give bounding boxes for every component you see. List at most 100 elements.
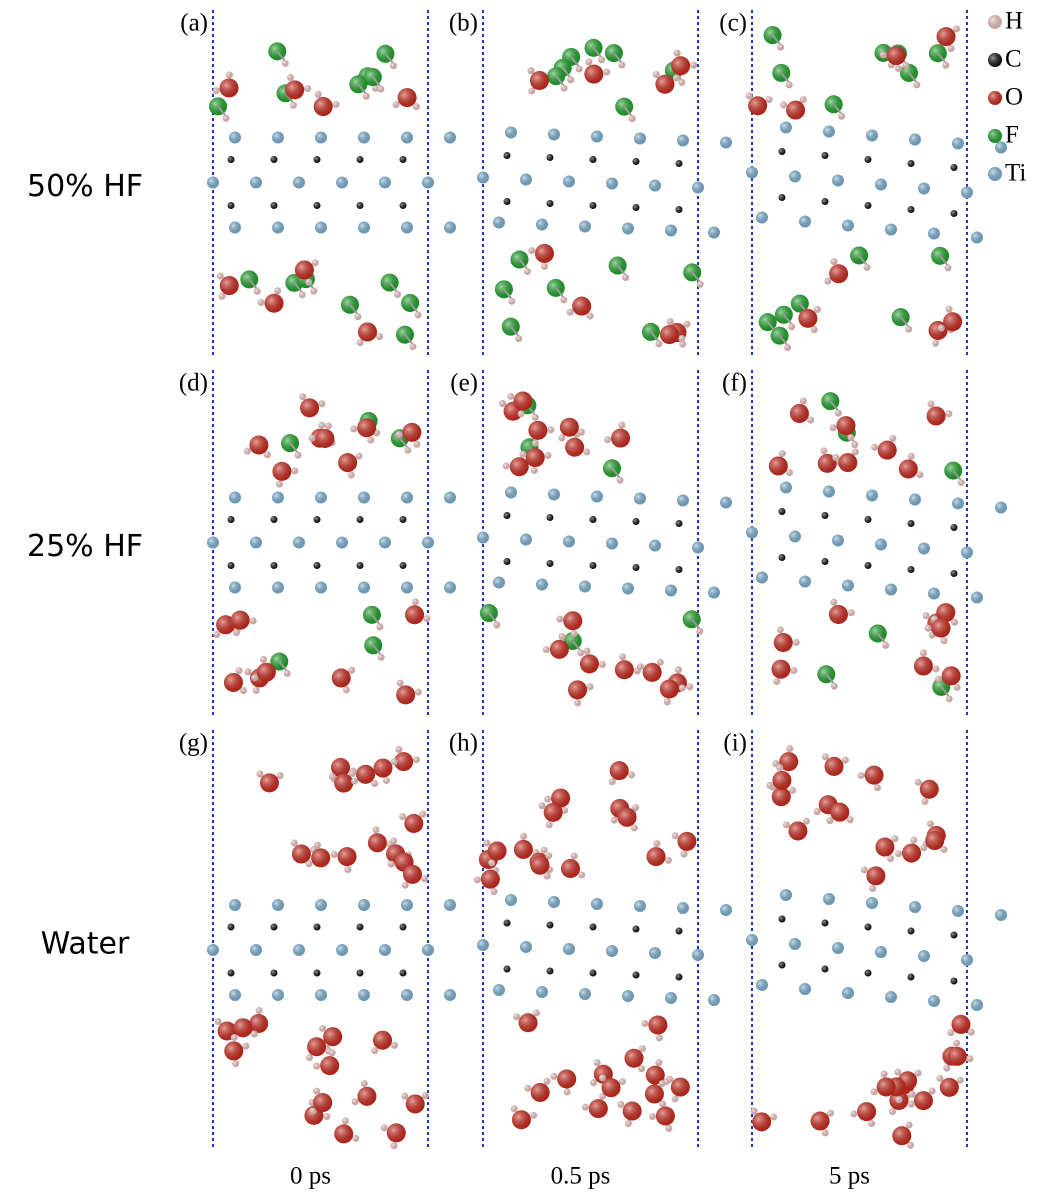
atom-shade — [865, 970, 872, 977]
atom-shade — [546, 821, 553, 828]
atom-shade — [401, 989, 413, 1001]
legend-label: C — [1005, 46, 1022, 73]
atom-shade — [789, 787, 796, 794]
atom-shade — [229, 582, 241, 594]
atom-shade — [229, 222, 241, 234]
atom-shade — [866, 490, 878, 502]
atom-shade — [305, 279, 312, 286]
atom-shade — [376, 333, 383, 340]
atom-shade — [315, 899, 327, 911]
atom-shade — [720, 497, 732, 509]
atom-shade — [823, 893, 835, 905]
atom-shade — [988, 167, 1002, 181]
atom-shade — [356, 765, 375, 784]
atom-shade — [505, 487, 517, 499]
atom-shade — [323, 1027, 342, 1046]
atom-shade — [868, 1120, 875, 1127]
atom-shade — [590, 1079, 597, 1086]
atom-shade — [488, 859, 495, 866]
atom-shade — [314, 97, 333, 116]
atom-shade — [547, 200, 554, 207]
atom-shade — [951, 978, 958, 985]
atom-shade — [676, 928, 683, 935]
atom-shade — [780, 482, 792, 494]
atom-shade — [560, 296, 567, 303]
atom-shade — [769, 456, 788, 475]
atom-shade — [598, 56, 605, 63]
atom-shade — [826, 817, 833, 824]
atom-shade — [334, 774, 353, 793]
atom-shade — [851, 441, 858, 448]
atom-shade — [968, 1029, 975, 1036]
atom-shade — [756, 979, 768, 991]
atom-shade — [271, 970, 278, 977]
atom-shade — [825, 757, 844, 776]
atom-shade — [574, 699, 581, 706]
legend-label: O — [1005, 84, 1023, 111]
atom-shade — [951, 619, 958, 626]
atom-shade — [387, 1123, 406, 1142]
atom-shade — [228, 924, 235, 931]
atom-shade — [925, 625, 932, 632]
atom-shade — [604, 436, 611, 443]
atom-shade — [307, 1037, 326, 1056]
atom-shade — [314, 202, 321, 209]
atom-shade — [681, 851, 688, 858]
atom-shade — [777, 44, 784, 51]
atom-shade — [272, 492, 284, 504]
atom-shade — [257, 663, 276, 682]
atom-shade — [400, 924, 407, 931]
atom-shade — [315, 492, 327, 504]
atom-shade — [830, 599, 837, 606]
atom-shade — [320, 1056, 339, 1075]
atom-shade — [499, 400, 506, 407]
atom-shade — [533, 1009, 540, 1016]
atom-shade — [871, 444, 878, 451]
atom-shade — [864, 264, 871, 271]
atom-shade — [584, 65, 603, 84]
atom-shade — [618, 422, 625, 429]
atom-shade — [894, 1069, 901, 1076]
atom-shade — [391, 1042, 398, 1049]
snapshot-panel: (g) — [179, 730, 456, 1150]
atom-shade — [314, 156, 321, 163]
atom-shade — [895, 850, 902, 857]
atom-shade — [664, 698, 671, 705]
atom-shade — [400, 156, 407, 163]
atom-shade — [299, 393, 306, 400]
atom-shade — [444, 989, 456, 1001]
atom-shade — [697, 281, 704, 288]
atom-shade — [561, 85, 568, 92]
atom-shade — [548, 896, 560, 908]
atom-shade — [618, 808, 637, 827]
atom-shade — [611, 817, 618, 824]
atom-shade — [314, 970, 321, 977]
atom-shade — [352, 1098, 359, 1105]
atom-shade — [918, 950, 930, 962]
atom-shade — [675, 666, 682, 673]
atom-shade — [928, 400, 935, 407]
atom-shade — [587, 683, 594, 690]
atom-shade — [946, 306, 953, 313]
atom-shade — [779, 508, 786, 515]
atom-shade — [413, 441, 420, 448]
atom-shade — [622, 990, 634, 1002]
page: 50% HF(a)(b)(c)25% HF(d)(e)(f)Water(g)(h… — [0, 0, 1037, 1199]
atom-shade — [357, 156, 364, 163]
atom-shade — [814, 808, 821, 815]
atom-shade — [908, 566, 915, 573]
atom-shade — [367, 437, 374, 444]
atom-shade — [583, 449, 590, 456]
atom-shade — [932, 619, 951, 638]
legend-label: F — [1005, 122, 1019, 149]
atom-shade — [526, 448, 545, 467]
atom-shade — [633, 518, 640, 525]
atom-shade — [544, 1078, 551, 1085]
atom-shade — [357, 339, 364, 346]
atom-shade — [511, 1105, 518, 1112]
atom-shade — [629, 115, 636, 122]
atom-shade — [563, 536, 575, 548]
atom-shade — [865, 562, 872, 569]
atom-shade — [832, 535, 844, 547]
atom-shade — [947, 1029, 954, 1036]
